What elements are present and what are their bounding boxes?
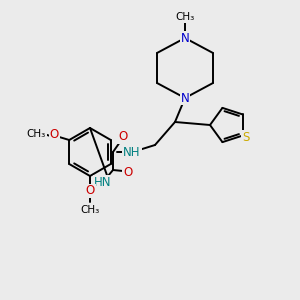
Text: O: O bbox=[118, 130, 127, 143]
Text: S: S bbox=[242, 131, 249, 144]
Text: HN: HN bbox=[94, 176, 112, 188]
Text: O: O bbox=[123, 166, 133, 178]
Text: N: N bbox=[181, 32, 189, 44]
Text: NH: NH bbox=[123, 146, 141, 158]
Text: CH₃: CH₃ bbox=[27, 129, 46, 139]
Text: O: O bbox=[85, 184, 94, 197]
Text: CH₃: CH₃ bbox=[80, 205, 100, 215]
Text: O: O bbox=[50, 128, 59, 142]
Text: CH₃: CH₃ bbox=[176, 12, 195, 22]
Text: N: N bbox=[181, 92, 189, 104]
